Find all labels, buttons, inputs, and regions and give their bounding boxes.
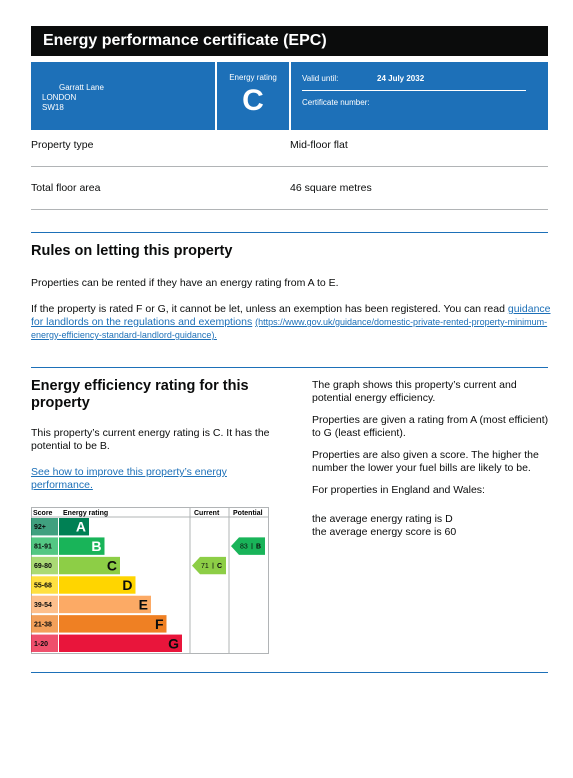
band-letter: G [168,635,179,651]
band-letter: D [122,577,132,593]
row-divider [31,166,548,167]
column-header: Energy rating [63,510,108,517]
column-header: Score [33,510,53,517]
property-label: Total floor area [31,182,101,194]
band-letter: C [107,558,117,574]
note: The graph shows this property’s current … [312,379,517,404]
band-letter: A [76,519,86,535]
current-arrow [192,556,226,575]
property-value: 46 square metres [290,182,372,194]
valid-until: 24 July 2032 [377,74,425,83]
score-cell [31,595,58,614]
link[interactable]: See how to improve this property’s energ… [31,466,227,491]
band-score: 55-68 [34,583,52,590]
score-cell [31,556,58,575]
section-divider [31,232,548,233]
section-heading: Energy efficiency rating for this proper… [31,378,249,411]
band-score: 21-38 [34,621,52,628]
note: For properties in England and Wales: [312,484,485,496]
certificate-number-label: Certificate number: [302,98,370,107]
title-bar: Energy performance certificate (EPC) [31,26,548,56]
current-label: 71 [201,563,209,570]
rating: C [242,84,264,117]
band-letter: F [155,616,164,632]
band-bar [59,634,182,652]
section-heading: Rules on letting this property [31,243,233,259]
note: Properties are also given a score. The h… [312,449,539,474]
notes: The graph shows this property’s current … [312,379,552,539]
band-bar [59,576,136,594]
band-bar [59,556,120,575]
score-cell [31,615,58,633]
separator [302,90,526,91]
address: Garratt Lane LONDON SW18 [42,83,104,113]
divider [289,62,291,130]
band-bar [59,595,151,614]
band-bar [59,615,167,633]
column-header: Potential [233,510,263,517]
band-score: 81-91 [34,544,52,551]
paragraph: If the property is rated F or G, it cann… [31,303,551,342]
current-score: 71 [201,563,209,570]
score-cell [31,634,58,652]
property-label: Property type [31,139,94,151]
band-score: 39-54 [34,602,52,609]
section-divider [31,672,548,673]
potential-rating: B [256,544,261,551]
link-url[interactable]: (https://www.gov.uk/guidance/domestic-pr… [31,317,548,340]
text: If the property is rated F or G, it cann… [31,303,505,315]
link[interactable]: guidance for landlords on the regulation… [31,303,551,328]
property-value: Mid-floor flat [290,139,348,151]
address-line: Garratt Lane [59,83,104,92]
rating-chart: Score Energy rating Current Potential 92+ A 81… [31,507,269,654]
column-header: Current [194,510,220,517]
paragraph: Properties can be rented if they have an… [31,277,339,289]
valid-until-label: Valid until: [302,74,339,83]
average: the average energy rating is D [312,513,453,525]
potential-score: 83 [240,544,248,551]
rating-label: Energy rating [229,73,277,82]
paragraph: This property’s current energy rating is… [31,427,270,452]
band-score: 69-80 [34,563,52,570]
current-rating: C [217,563,222,570]
summary-box: Garratt Lane LONDON SW18 Energy rating C… [31,62,548,130]
score-cell [31,576,58,594]
title: Energy performance certificate (EPC) [43,32,327,49]
potential-arrow [231,537,265,555]
row-divider [31,209,548,210]
band-bar [59,537,105,555]
score-cell [31,537,58,555]
score-cell [31,518,58,536]
band-letter: E [139,596,148,612]
note: Properties are given a rating from A (mo… [312,414,549,439]
address-line: LONDON [42,93,77,102]
band-bar [59,518,89,536]
section-divider [31,367,548,368]
band-score: 92+ [34,524,46,531]
band-score: 1-20 [34,641,48,648]
divider [215,62,217,130]
address-line: SW18 [42,103,64,112]
potential-label: 83 [240,544,248,551]
average: the average energy score is 60 [312,526,457,538]
band-letter: B [91,538,101,554]
